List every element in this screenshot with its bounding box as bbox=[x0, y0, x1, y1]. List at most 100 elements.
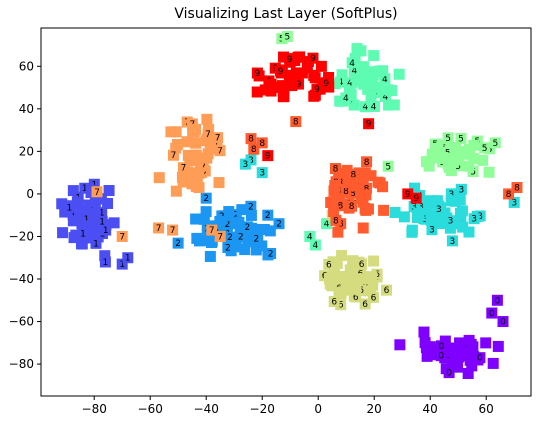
point-digit-3 bbox=[398, 211, 410, 223]
point-digit-2: 2 bbox=[241, 221, 253, 233]
point-marker bbox=[435, 340, 447, 352]
point-label: 1 bbox=[82, 184, 88, 194]
y-tick-label: −40 bbox=[9, 272, 34, 286]
point-digit-5 bbox=[459, 146, 471, 158]
point-marker bbox=[230, 209, 242, 221]
point-digit-5 bbox=[468, 139, 480, 151]
point-digit-8: 8 bbox=[340, 185, 352, 197]
point-label: 3 bbox=[418, 203, 424, 213]
point-digit-9: 9 bbox=[284, 53, 296, 65]
point-digit-2: 2 bbox=[273, 218, 285, 230]
point-marker bbox=[341, 164, 353, 176]
x-tick-label: 40 bbox=[423, 402, 438, 416]
point-label: 7 bbox=[156, 224, 162, 234]
point-marker bbox=[116, 258, 128, 270]
point-label: 3 bbox=[458, 185, 464, 195]
point-label: 8 bbox=[248, 135, 254, 145]
point-marker bbox=[212, 132, 224, 144]
point-digit-7 bbox=[201, 152, 213, 164]
point-marker bbox=[344, 280, 356, 292]
point-digit-7 bbox=[190, 123, 202, 135]
point-digit-2 bbox=[230, 241, 242, 253]
point-marker bbox=[200, 206, 212, 218]
point-digit-7: 7 bbox=[167, 224, 179, 236]
point-digit-7: 7 bbox=[206, 224, 218, 236]
point-digit-6 bbox=[367, 279, 379, 291]
point-digit-8 bbox=[377, 181, 389, 193]
point-digit-3 bbox=[431, 195, 443, 207]
point-digit-4 bbox=[358, 78, 370, 90]
point-marker bbox=[388, 99, 400, 111]
point-digit-4: 4 bbox=[346, 57, 358, 69]
point-marker bbox=[359, 298, 371, 310]
point-marker bbox=[350, 274, 362, 286]
point-marker bbox=[236, 204, 248, 216]
point-digit-9: 9 bbox=[320, 77, 332, 89]
point-digit-7 bbox=[191, 174, 203, 186]
point-digit-1 bbox=[67, 185, 79, 197]
point-label: 2 bbox=[233, 211, 239, 221]
point-digit-1 bbox=[103, 185, 115, 197]
point-digit-7: 7 bbox=[177, 162, 189, 174]
point-label: 8 bbox=[364, 184, 370, 194]
point-digit-3 bbox=[389, 206, 401, 218]
point-marker bbox=[311, 83, 323, 95]
point-digit-1: 1 bbox=[96, 207, 108, 219]
point-digit-6 bbox=[344, 280, 356, 292]
point-marker bbox=[442, 132, 454, 144]
point-digit-1: 1 bbox=[79, 182, 91, 194]
point-marker bbox=[436, 212, 448, 224]
point-digit-8 bbox=[357, 174, 369, 186]
point-marker bbox=[350, 291, 362, 303]
point-digit-6 bbox=[356, 273, 368, 285]
point-marker bbox=[413, 207, 425, 219]
point-digit-9 bbox=[309, 89, 321, 101]
point-marker bbox=[359, 101, 371, 113]
point-marker bbox=[290, 67, 302, 79]
point-digit-7 bbox=[170, 126, 182, 138]
point-marker bbox=[153, 172, 165, 184]
point-label: 2 bbox=[268, 249, 274, 259]
point-marker bbox=[265, 247, 277, 259]
point-marker bbox=[363, 118, 375, 130]
point-digit-8 bbox=[325, 197, 337, 209]
point-digit-9: 9 bbox=[410, 192, 422, 204]
point-marker bbox=[328, 206, 340, 218]
point-marker bbox=[328, 295, 340, 307]
point-digit-9 bbox=[308, 69, 320, 81]
point-marker bbox=[431, 195, 443, 207]
point-marker bbox=[239, 244, 251, 256]
point-digit-9: 9 bbox=[307, 52, 319, 64]
point-digit-9: 9 bbox=[402, 188, 414, 200]
point-digit-8 bbox=[365, 170, 377, 182]
point-marker bbox=[153, 222, 165, 234]
point-marker bbox=[245, 200, 257, 212]
point-label: 7 bbox=[171, 151, 177, 161]
point-marker bbox=[191, 174, 203, 186]
point-marker bbox=[454, 337, 466, 349]
point-digit-6: 6 bbox=[381, 284, 393, 296]
point-marker bbox=[245, 209, 257, 221]
point-digit-7 bbox=[153, 172, 165, 184]
point-label: 9 bbox=[314, 85, 320, 95]
point-label: 7 bbox=[201, 162, 207, 172]
point-digit-6 bbox=[323, 273, 335, 285]
point-label: 2 bbox=[238, 233, 244, 243]
point-digit-0: 0 bbox=[435, 340, 447, 352]
point-marker bbox=[265, 85, 277, 97]
point-marker bbox=[346, 200, 358, 212]
point-marker bbox=[360, 204, 372, 216]
point-marker bbox=[204, 143, 216, 155]
point-marker bbox=[361, 156, 373, 168]
point-label: 8 bbox=[337, 202, 343, 212]
point-digit-9 bbox=[276, 80, 288, 92]
point-label: 1 bbox=[125, 254, 131, 264]
point-digit-5 bbox=[449, 143, 461, 155]
point-label: 3 bbox=[436, 205, 442, 215]
point-marker bbox=[262, 209, 274, 221]
point-marker bbox=[511, 182, 523, 194]
point-marker bbox=[346, 57, 358, 69]
point-digit-9 bbox=[251, 86, 263, 98]
point-digit-4: 4 bbox=[340, 92, 352, 104]
point-label: 7 bbox=[202, 167, 208, 177]
